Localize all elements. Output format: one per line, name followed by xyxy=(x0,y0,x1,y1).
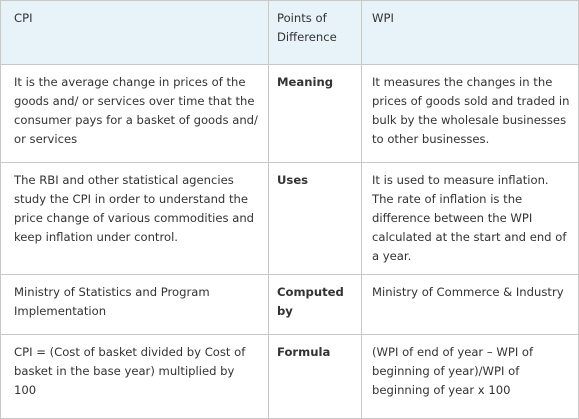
cell-wpi-computed-by: Ministry of Commerce & Industry xyxy=(361,274,579,335)
cell-wpi-formula: (WPI of end of year – WPI of beginning o… xyxy=(361,334,579,419)
table-row-computed-by: Ministry of Statistics and Program Imple… xyxy=(0,274,579,335)
cell-point-computed-by: Computed by xyxy=(268,274,362,335)
cell-point-meaning: Meaning xyxy=(268,64,362,163)
cell-wpi-uses: It is used to measure inflation. The rat… xyxy=(361,162,579,275)
header-cpi: CPI xyxy=(0,0,269,65)
cell-cpi-meaning: It is the average change in prices of th… xyxy=(0,64,269,163)
cell-point-uses: Uses xyxy=(268,162,362,275)
header-wpi: WPI xyxy=(361,0,579,65)
table-header-row: CPI Points of Difference WPI xyxy=(0,0,579,65)
cell-cpi-uses: The RBI and other statistical agencies s… xyxy=(0,162,269,275)
cell-wpi-meaning: It measures the changes in the prices of… xyxy=(361,64,579,163)
table-row-uses: The RBI and other statistical agencies s… xyxy=(0,162,579,275)
cell-point-formula: Formula xyxy=(268,334,362,419)
table-row-formula: CPI = (Cost of basket divided by Cost of… xyxy=(0,334,579,419)
cell-cpi-computed-by: Ministry of Statistics and Program Imple… xyxy=(0,274,269,335)
cell-cpi-formula: CPI = (Cost of basket divided by Cost of… xyxy=(0,334,269,419)
header-points-of-difference: Points of Difference xyxy=(268,0,362,65)
table-row-meaning: It is the average change in prices of th… xyxy=(0,64,579,163)
